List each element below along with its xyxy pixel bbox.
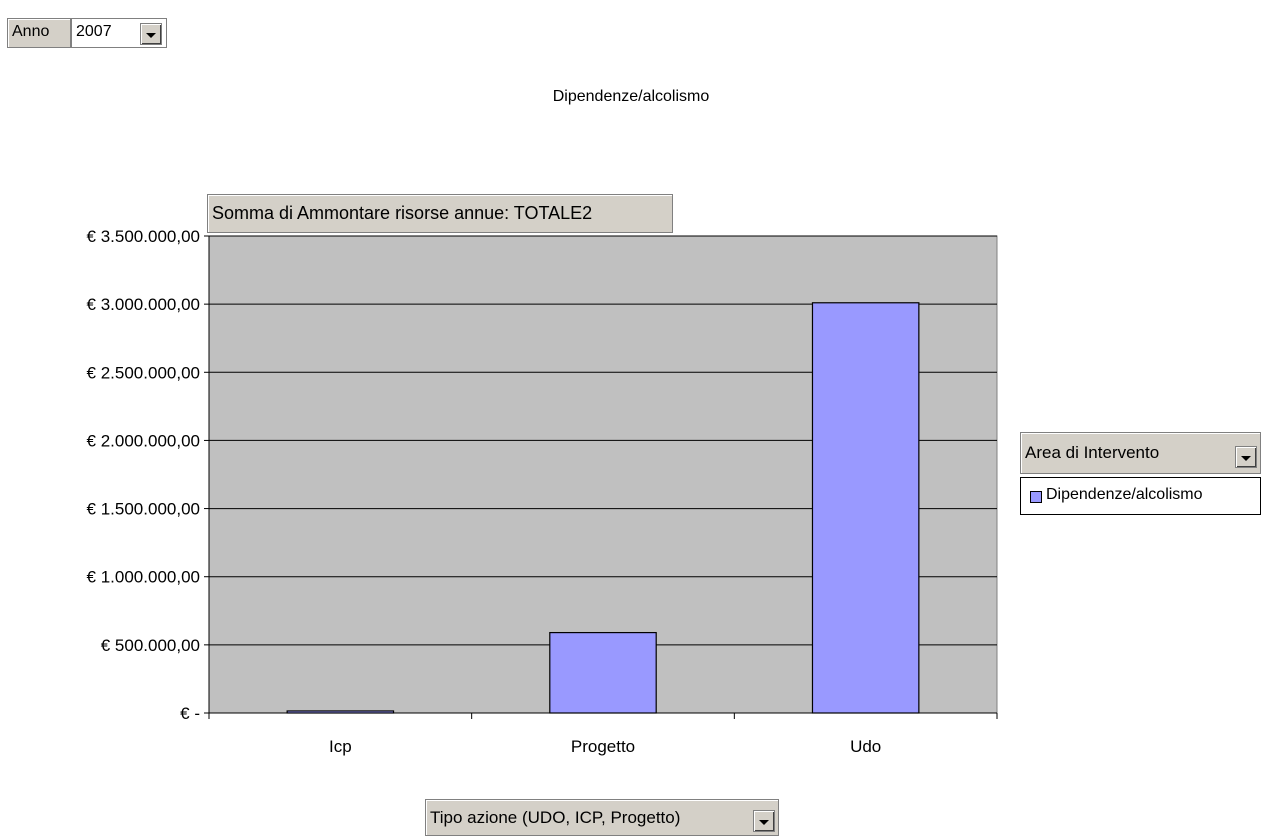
data-field-button[interactable]: Somma di Ammontare risorse annue: TOTALE… <box>207 194 673 233</box>
series-field-dropdown-icon[interactable] <box>1235 446 1257 468</box>
bar-udo <box>811 302 920 714</box>
y-tick-label: € 2.000.000,00 <box>87 431 200 450</box>
x-tick-label: Udo <box>850 737 881 756</box>
category-field-dropdown-icon[interactable] <box>753 810 775 832</box>
bar-progetto <box>549 631 657 714</box>
chart-title: Dipendenze/alcolismo <box>552 88 710 105</box>
y-tick-label: € - <box>180 704 200 723</box>
y-tick-label: € 3.000.000,00 <box>87 295 200 314</box>
bar-icp <box>286 710 395 714</box>
series-field-button[interactable]: Area di Intervento <box>1020 432 1261 474</box>
series-field-label: Area di Intervento <box>1025 443 1160 462</box>
x-tick-label: Icp <box>329 737 352 756</box>
x-tick-label: Progetto <box>571 737 635 756</box>
y-tick-label: € 500.000,00 <box>101 636 200 655</box>
y-tick-label: € 2.500.000,00 <box>87 363 200 382</box>
legend: Dipendenze/alcolismo <box>1020 477 1261 515</box>
y-tick-label: € 1.000.000,00 <box>87 568 200 587</box>
page-filter-dropdown-icon[interactable] <box>140 23 162 45</box>
category-field-label: Tipo azione (UDO, ICP, Progetto) <box>430 808 681 827</box>
legend-label: Dipendenze/alcolismo <box>1046 486 1203 503</box>
legend-swatch <box>1030 491 1042 503</box>
y-tick-label: € 3.500.000,00 <box>87 227 200 246</box>
page-filter-label[interactable]: Anno <box>7 18 71 48</box>
page-filter-value-text: 2007 <box>76 23 112 40</box>
category-field-button[interactable]: Tipo azione (UDO, ICP, Progetto) <box>425 799 779 836</box>
y-tick-label: € 1.500.000,00 <box>87 500 200 519</box>
